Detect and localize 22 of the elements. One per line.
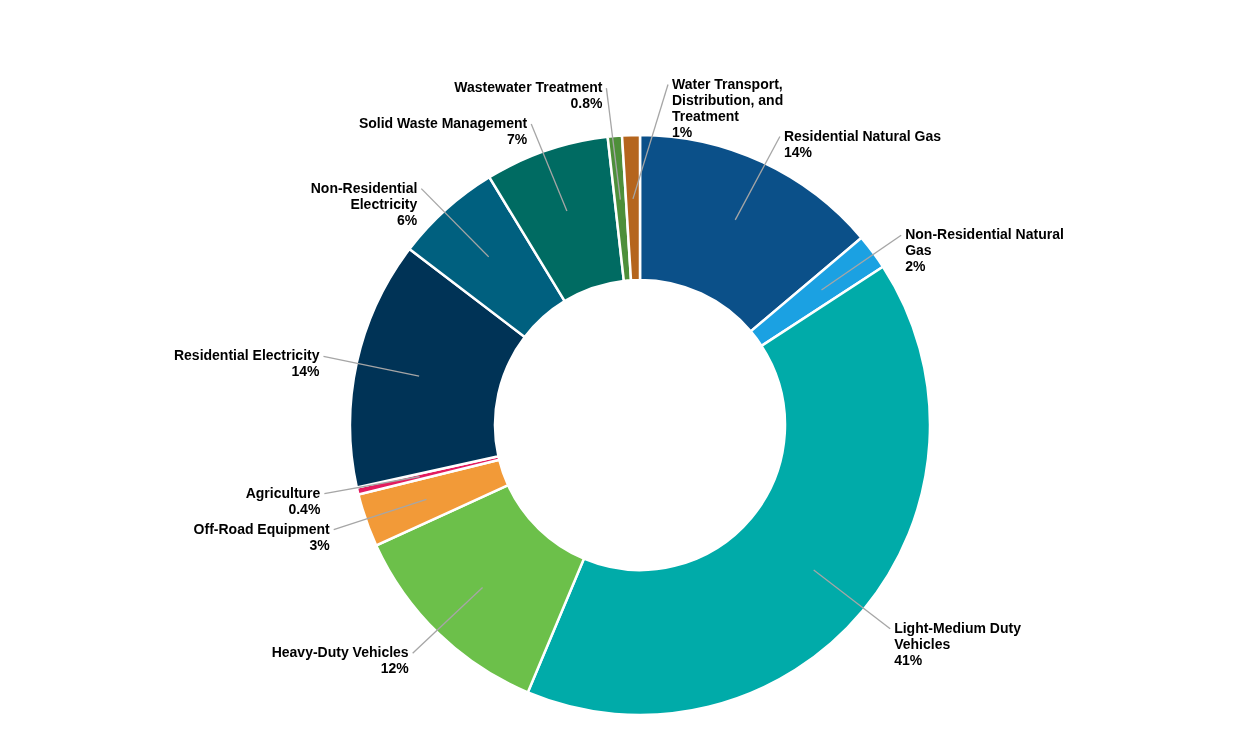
slice-label: Agriculture (245, 484, 321, 501)
data-label: 12% (380, 660, 410, 677)
data-label: 14% (291, 363, 321, 380)
data-label: 7% (507, 131, 528, 148)
slice-label: Residential Electricity (173, 347, 320, 364)
data-label: 14% (783, 143, 813, 160)
data-label: 2% (905, 258, 926, 275)
data-label: 41% (894, 651, 923, 668)
data-label: 6% (397, 211, 418, 228)
slice-label: Light-Medium Duty Vehicles (894, 619, 1022, 652)
slice-label: Heavy-Duty Vehicles (271, 644, 409, 661)
slice-label: Non-Residential Natural Gas (905, 226, 1064, 259)
data-label: 0.8% (570, 95, 603, 112)
slice-label: Residential Natural Gas (783, 127, 942, 144)
slice-label: Wastewater Treatment (454, 79, 603, 96)
slice-label: Solid Waste Management (358, 115, 528, 132)
slice-label: Non-Residential Electricity (310, 179, 418, 212)
slice-label: Water Transport, Distribution, and Treatment (672, 75, 784, 124)
data-label: 0.4% (288, 500, 321, 517)
slice-label: Off-Road Equipment (193, 520, 331, 537)
data-label: 1% (672, 123, 693, 140)
data-label: 3% (309, 536, 331, 553)
